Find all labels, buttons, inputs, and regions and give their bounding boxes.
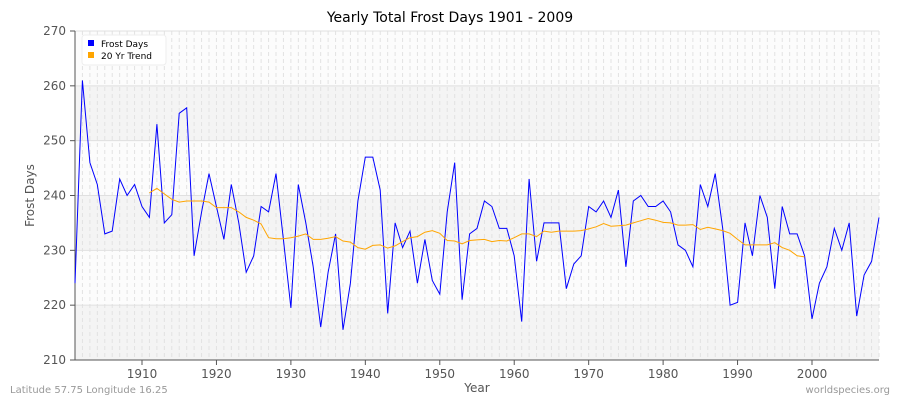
legend-swatch: [88, 40, 94, 46]
x-tick-label: 2000: [797, 367, 828, 381]
x-tick-label: 1950: [425, 367, 456, 381]
x-tick-label: 1960: [499, 367, 530, 381]
series-line-frost-days: [74, 80, 880, 330]
y-tick-label: 240: [43, 189, 66, 203]
x-tick-label: 1920: [201, 367, 232, 381]
x-tick-label: 1990: [722, 367, 753, 381]
legend-label: 20 Yr Trend: [101, 52, 152, 62]
y-tick-label: 220: [43, 298, 66, 312]
footer-location: Latitude 57.75 Longitude 16.25: [10, 385, 168, 396]
y-axis-label: Frost Days: [23, 164, 37, 227]
x-tick-label: 1940: [350, 367, 381, 381]
footer-credit[interactable]: worldspecies.org: [805, 385, 890, 396]
y-tick-label: 250: [43, 134, 66, 148]
x-tick-label: 1930: [276, 367, 307, 381]
legend-swatch: [88, 52, 94, 58]
legend-label: Frost Days: [101, 40, 148, 50]
x-tick-label: 1980: [648, 367, 679, 381]
y-tick-label: 260: [43, 79, 66, 93]
y-tick-label: 210: [43, 353, 66, 367]
x-tick-label: 1970: [573, 367, 604, 381]
series-line-trend: [149, 187, 805, 258]
y-tick-label: 230: [43, 243, 66, 257]
x-tick-label: 1910: [127, 367, 158, 381]
chart-title: Yearly Total Frost Days 1901 - 2009: [326, 10, 573, 26]
x-axis-label: Year: [463, 381, 489, 395]
y-tick-label: 270: [43, 24, 66, 38]
legend-box: [81, 34, 167, 66]
